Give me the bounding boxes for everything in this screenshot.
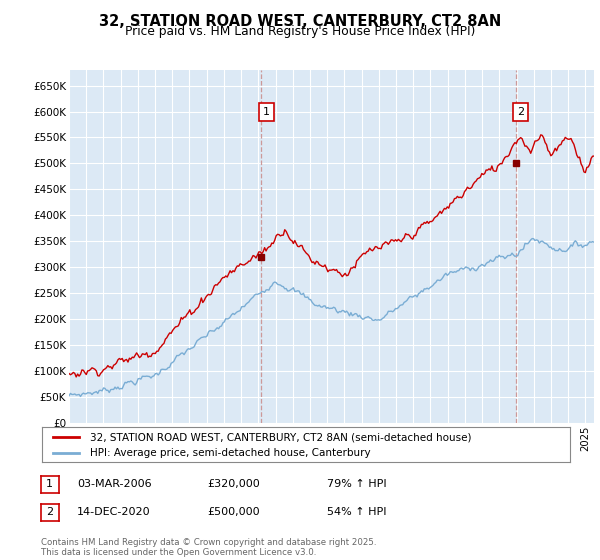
Text: £320,000: £320,000	[207, 479, 260, 489]
Text: £500,000: £500,000	[207, 507, 260, 517]
Text: 1: 1	[263, 108, 270, 118]
Text: 1: 1	[46, 479, 53, 489]
Text: 54% ↑ HPI: 54% ↑ HPI	[327, 507, 386, 517]
Text: 03-MAR-2006: 03-MAR-2006	[77, 479, 151, 489]
Text: Contains HM Land Registry data © Crown copyright and database right 2025.
This d: Contains HM Land Registry data © Crown c…	[41, 538, 376, 557]
Text: 14-DEC-2020: 14-DEC-2020	[77, 507, 151, 517]
Text: 2: 2	[46, 507, 53, 517]
Text: 32, STATION ROAD WEST, CANTERBURY, CT2 8AN (semi-detached house): 32, STATION ROAD WEST, CANTERBURY, CT2 8…	[89, 432, 471, 442]
Text: HPI: Average price, semi-detached house, Canterbury: HPI: Average price, semi-detached house,…	[89, 449, 370, 458]
Text: 79% ↑ HPI: 79% ↑ HPI	[327, 479, 386, 489]
Text: 2: 2	[517, 108, 524, 118]
Text: Price paid vs. HM Land Registry's House Price Index (HPI): Price paid vs. HM Land Registry's House …	[125, 25, 475, 38]
Text: 32, STATION ROAD WEST, CANTERBURY, CT2 8AN: 32, STATION ROAD WEST, CANTERBURY, CT2 8…	[99, 14, 501, 29]
